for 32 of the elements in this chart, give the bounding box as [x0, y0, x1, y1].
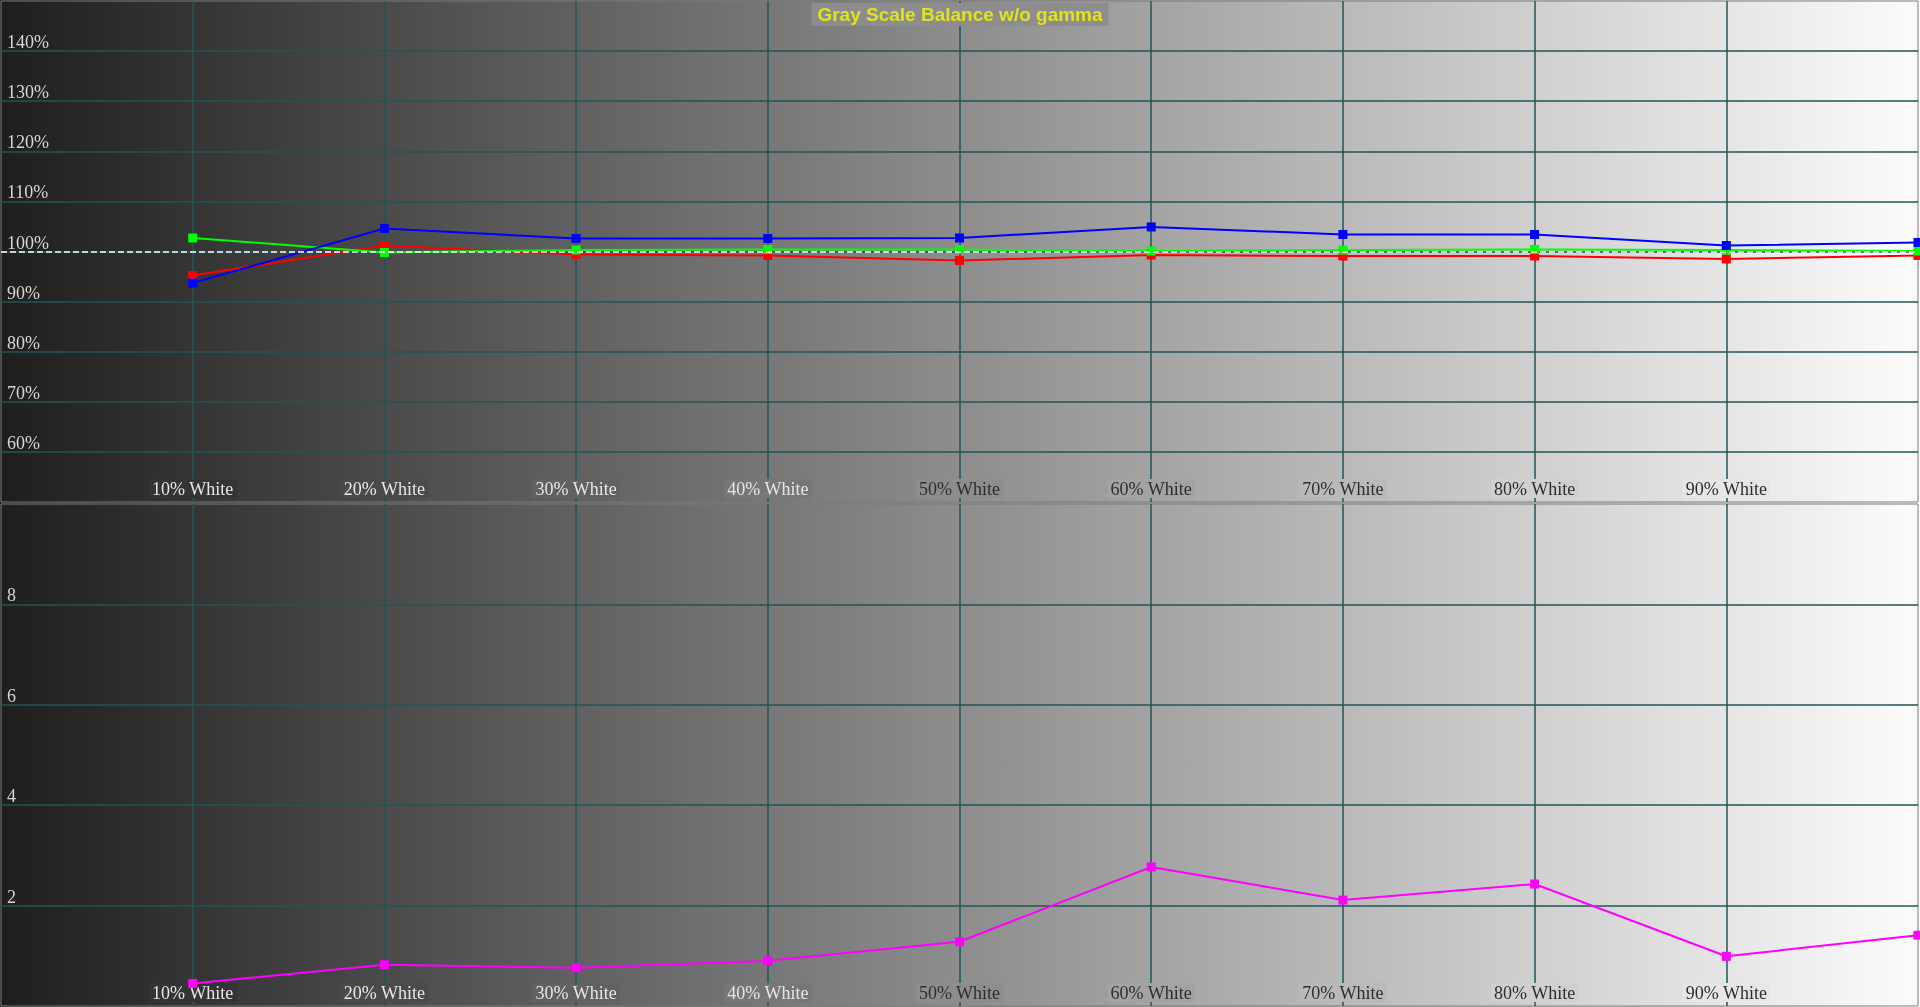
x-tick-label: 90% White — [1685, 479, 1767, 499]
y-tick-label: 80% — [7, 332, 40, 353]
x-tick-label: 10% White — [152, 479, 234, 499]
x-tick-label: 30% White — [535, 983, 617, 1003]
x-tick-label: 10% White — [152, 983, 234, 1003]
x-tick-label: 70% White — [1302, 479, 1384, 499]
x-tick-label: 60% White — [1110, 479, 1192, 499]
y-tick-label: 60% — [7, 432, 40, 453]
x-tick-label: 40% White — [727, 479, 809, 499]
x-tick-label: 40% White — [727, 983, 809, 1003]
y-tick-label: 70% — [7, 382, 40, 403]
x-tick-label: 50% White — [918, 479, 1001, 499]
y-tick-label: 100% — [7, 232, 49, 253]
x-tick-label: 70% White — [1302, 983, 1384, 1003]
x-tick-label: 80% White — [1494, 983, 1576, 1003]
y-tick-label: 6 — [7, 685, 16, 706]
y-tick-label: 4 — [7, 786, 16, 807]
x-tick-label: 80% White — [1494, 479, 1576, 499]
y-tick-label: 110% — [7, 182, 49, 203]
chart-title: Gray Scale Balance w/o gamma — [817, 4, 1103, 25]
y-tick-label: 2 — [7, 886, 16, 907]
y-tick-label: 90% — [7, 282, 40, 303]
y-tick-label: 140% — [7, 32, 49, 53]
y-tick-label: 120% — [7, 132, 49, 153]
x-tick-label: 50% White — [918, 983, 1001, 1003]
x-tick-label: 90% White — [1685, 983, 1767, 1003]
y-tick-label: 8 — [7, 585, 16, 606]
x-tick-label: 20% White — [343, 983, 425, 1003]
x-tick-label: 30% White — [535, 479, 617, 499]
x-tick-label: 20% White — [343, 479, 425, 499]
x-tick-label: 60% White — [1110, 983, 1192, 1003]
y-tick-label: 130% — [7, 82, 49, 103]
